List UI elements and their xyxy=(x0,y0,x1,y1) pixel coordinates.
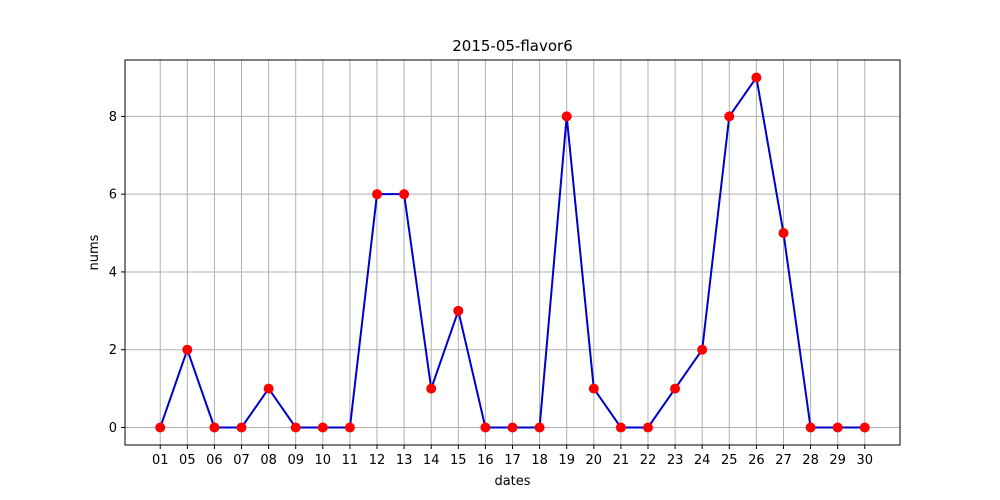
x-tick-label: 29 xyxy=(829,453,846,468)
data-point xyxy=(317,422,328,433)
x-tick-label: 23 xyxy=(667,453,684,468)
data-point xyxy=(561,111,572,122)
x-tick-label: 13 xyxy=(396,453,413,468)
data-point xyxy=(453,305,464,316)
y-axis-ticks: 0 2 4 6 8 xyxy=(109,110,125,436)
y-tick-label: 4 xyxy=(109,265,117,280)
x-tick-label: 19 xyxy=(558,453,575,468)
data-point xyxy=(534,422,545,433)
x-tick-label: 06 xyxy=(206,453,223,468)
data-point xyxy=(670,383,681,394)
data-point xyxy=(263,383,274,394)
data-point xyxy=(588,383,599,394)
x-tick-label: 09 xyxy=(287,453,304,468)
x-tick-label: 18 xyxy=(531,453,548,468)
x-tick-label: 15 xyxy=(450,453,467,468)
x-tick-label: 14 xyxy=(423,453,440,468)
grid-lines xyxy=(125,60,900,445)
x-tick-label: 17 xyxy=(504,453,521,468)
data-point xyxy=(182,344,193,355)
x-tick-label: 28 xyxy=(802,453,819,468)
x-tick-label: 16 xyxy=(477,453,494,468)
data-point xyxy=(724,111,735,122)
y-axis-label: nums xyxy=(87,234,102,270)
data-point xyxy=(832,422,843,433)
x-tick-label: 11 xyxy=(342,453,359,468)
x-tick-label: 22 xyxy=(640,453,657,468)
x-tick-label: 12 xyxy=(369,453,386,468)
y-tick-label: 8 xyxy=(109,110,117,125)
data-point xyxy=(778,228,789,239)
data-point xyxy=(344,422,355,433)
data-point xyxy=(805,422,816,433)
y-tick-label: 0 xyxy=(109,421,117,436)
x-axis-label: dates xyxy=(494,474,530,489)
x-axis-ticks: 01 05 06 07 08 09 10 11 12 13 14 15 16 17 18 19 20 21 22 23… xyxy=(152,445,873,468)
data-point xyxy=(290,422,301,433)
x-tick-label: 27 xyxy=(775,453,792,468)
x-tick-label: 30 xyxy=(856,453,873,468)
data-point xyxy=(155,422,166,433)
data-markers xyxy=(155,72,870,433)
data-point xyxy=(507,422,518,433)
chart-title: 2015-05-flavor6 xyxy=(452,37,573,55)
data-point xyxy=(426,383,437,394)
x-tick-label: 08 xyxy=(260,453,277,468)
x-tick-label: 01 xyxy=(152,453,169,468)
x-tick-label: 25 xyxy=(721,453,738,468)
data-point xyxy=(751,72,762,83)
y-tick-label: 2 xyxy=(109,343,117,358)
data-point xyxy=(859,422,870,433)
x-tick-label: 10 xyxy=(315,453,332,468)
data-point xyxy=(642,422,653,433)
x-tick-label: 24 xyxy=(694,453,711,468)
data-point xyxy=(209,422,220,433)
data-point xyxy=(236,422,247,433)
data-point xyxy=(372,189,383,200)
x-tick-label: 20 xyxy=(586,453,603,468)
y-tick-label: 6 xyxy=(109,188,117,203)
x-tick-label: 26 xyxy=(748,453,765,468)
data-point xyxy=(480,422,491,433)
data-point xyxy=(615,422,626,433)
data-point xyxy=(697,344,708,355)
data-point xyxy=(399,189,410,200)
x-tick-label: 05 xyxy=(179,453,196,468)
x-tick-label: 21 xyxy=(613,453,630,468)
x-tick-label: 07 xyxy=(233,453,250,468)
